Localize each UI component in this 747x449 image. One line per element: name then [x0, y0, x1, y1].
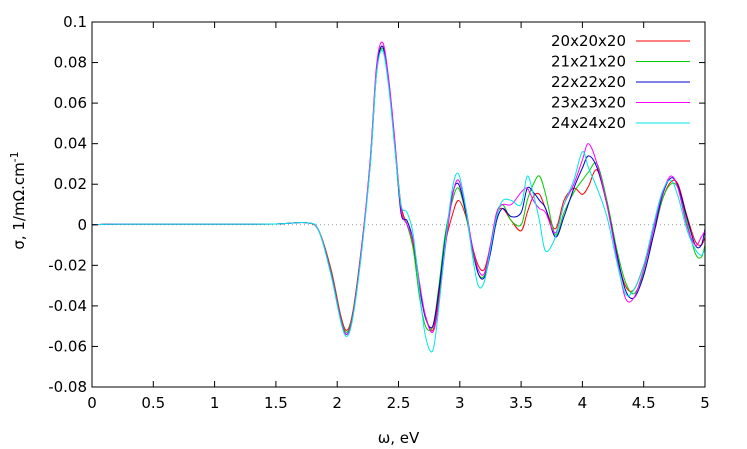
- legend-label: 21x21x20: [551, 53, 626, 71]
- legend-label: 24x24x20: [551, 114, 626, 132]
- y-axis-label-main: σ, 1/mΩ.cm: [10, 162, 28, 249]
- y-axis-label: σ, 1/mΩ.cm-1: [8, 151, 28, 249]
- series-line-24x24x20: [91, 49, 706, 353]
- x-tick-label: 0.5: [141, 394, 165, 412]
- x-tick-label: 1: [210, 394, 220, 412]
- y-tick-label: -0.04: [48, 297, 87, 315]
- legend-label: 23x23x20: [551, 94, 626, 112]
- x-axis-label: ω, eV: [378, 429, 420, 447]
- y-tick-label: 0.1: [63, 13, 87, 31]
- y-tick-label: 0.02: [54, 175, 87, 193]
- x-tick-label: 2.5: [387, 394, 411, 412]
- legend-label: 20x20x20: [551, 32, 626, 50]
- y-tick-label: 0.08: [54, 54, 87, 72]
- y-tick-label: 0.06: [54, 94, 87, 112]
- x-tick-label: 3.5: [509, 394, 533, 412]
- legend-label: 22x22x20: [551, 73, 626, 91]
- x-tick-label: 2: [332, 394, 342, 412]
- y-tick-label: 0.04: [54, 135, 87, 153]
- x-tick-label: 5: [700, 394, 710, 412]
- x-tick-label: 3: [455, 394, 465, 412]
- y-tick-label: -0.06: [48, 337, 87, 355]
- x-tick-label: 4.5: [632, 394, 656, 412]
- x-tick-label: 4: [578, 394, 588, 412]
- y-tick-label: 0: [77, 216, 87, 234]
- y-tick-label: -0.02: [48, 256, 87, 274]
- y-tick-label: -0.08: [48, 378, 87, 396]
- x-tick-label: 1.5: [264, 394, 288, 412]
- y-axis-label-superscript: -1: [8, 151, 21, 162]
- x-tick-label: 0: [87, 394, 97, 412]
